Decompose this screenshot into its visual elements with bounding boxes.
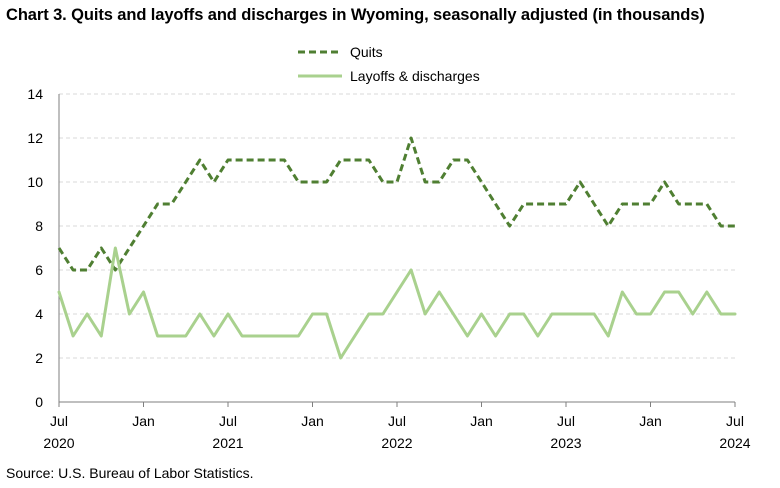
series-line-layoffs-discharges	[57, 246, 737, 360]
y-tick-label: 10	[27, 174, 43, 190]
x-tick-label-month: Jul	[557, 413, 575, 429]
legend-label: Layoffs & discharges	[350, 68, 480, 84]
x-tick-label-month: Jan	[301, 413, 324, 429]
x-tick-label-month: Jul	[726, 413, 744, 429]
x-tick-label-year: 2024	[719, 435, 750, 451]
legend-label: Quits	[350, 44, 383, 60]
x-tick-label-month: Jul	[388, 413, 406, 429]
x-tick-label-year: 2021	[212, 435, 243, 451]
y-tick-label: 2	[35, 350, 43, 366]
y-tick-label: 8	[35, 218, 43, 234]
y-tick-label: 4	[35, 306, 43, 322]
y-tick-label: 0	[35, 394, 43, 410]
x-tick-label-month: Jul	[219, 413, 237, 429]
y-axis-tick-labels: 0 2 4 6 8 10 12 14	[27, 86, 43, 410]
chart-title: Chart 3. Quits and layoffs and discharge…	[6, 6, 705, 24]
legend: Quits Layoffs & discharges	[298, 44, 480, 84]
gridlines	[59, 93, 735, 359]
y-tick-label: 12	[27, 130, 43, 146]
x-tick-label-year: 2020	[43, 435, 74, 451]
y-tick-label: 14	[27, 86, 43, 102]
x-tick-label-month: Jul	[50, 413, 68, 429]
x-tick-label-year: 2022	[381, 435, 412, 451]
axes	[58, 94, 736, 407]
x-tick-label-year: 2023	[550, 435, 581, 451]
series-line-quits	[57, 136, 735, 272]
source-note: Source: U.S. Bureau of Labor Statistics.	[6, 465, 254, 481]
x-tick-label-month: Jan	[639, 413, 662, 429]
x-tick-label-month: Jan	[470, 413, 493, 429]
x-tick-label-month: Jan	[132, 413, 155, 429]
x-axis-tick-labels: Jul 2020 Jan Jul 2021 Jan Jul 2022 Jan Jul 2023 Jan…	[43, 413, 750, 451]
y-tick-label: 6	[35, 262, 43, 278]
series-lines	[57, 136, 737, 360]
